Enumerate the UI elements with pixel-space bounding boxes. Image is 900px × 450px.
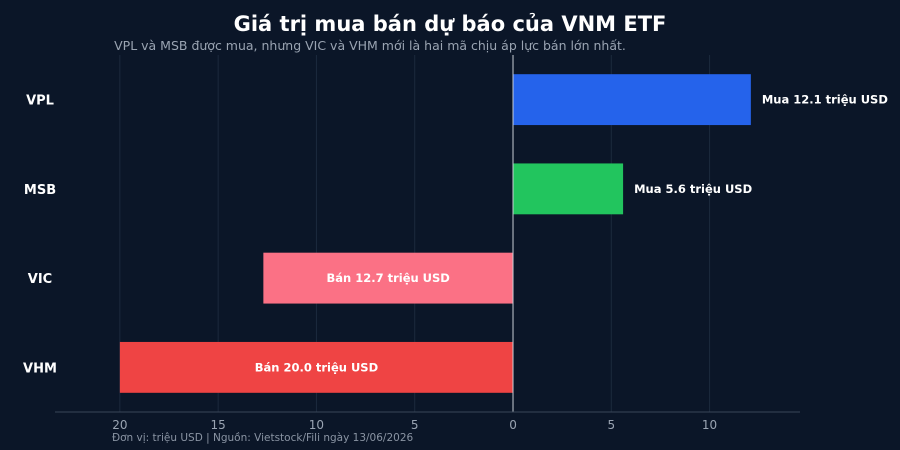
- axes: 20 15 10 5 0 5 10: [55, 55, 800, 432]
- bar: [513, 163, 624, 215]
- y-tick-label: VPL: [26, 94, 54, 109]
- bar-labels: VPL Mua 12.1 triệu USD MSB Mua 5.6 triệu US…: [23, 93, 888, 377]
- bar: [119, 341, 514, 393]
- y-tick-label: VHM: [23, 361, 57, 376]
- data-label: Mua 12.1 triệu USD: [762, 93, 888, 107]
- bar: [513, 74, 751, 126]
- data-label: Mua 5.6 triệu USD: [634, 182, 752, 196]
- x-tick-label: 10: [309, 418, 324, 432]
- data-label: Bán 20.0 triệu USD: [255, 360, 378, 374]
- x-tick-label: 5: [411, 418, 419, 432]
- x-tick-label: 15: [211, 418, 226, 432]
- y-tick-label: MSB: [24, 183, 56, 198]
- y-tick-label: VIC: [28, 272, 52, 287]
- x-tick-label: 20: [112, 418, 127, 432]
- data-label: Bán 12.7 triệu USD: [326, 271, 449, 285]
- bars: [119, 74, 751, 393]
- chart-footnote: Đơn vị: triệu USD | Nguồn: Vietstock/Fil…: [112, 432, 414, 444]
- chart-title: Giá trị mua bán dự báo của VNM ETF: [233, 12, 667, 36]
- x-tick-label: 5: [607, 418, 615, 432]
- x-tick-label: 10: [702, 418, 717, 432]
- chart-subtitle: VPL và MSB được mua, nhưng VIC và VHM mớ…: [114, 38, 626, 53]
- x-tick-label: 0: [509, 418, 517, 432]
- bar: [263, 252, 514, 304]
